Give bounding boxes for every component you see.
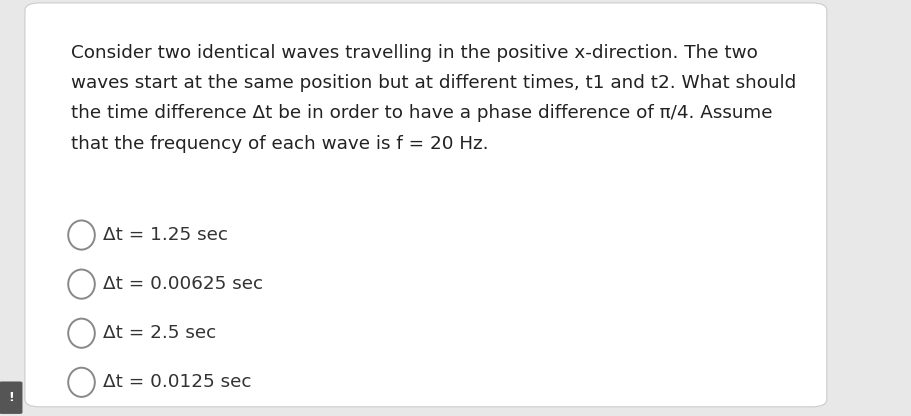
Text: Δt = 0.0125 sec: Δt = 0.0125 sec [103,373,251,391]
Text: Consider two identical waves travelling in the positive x-direction. The two: Consider two identical waves travelling … [71,44,758,62]
Text: Δt = 0.00625 sec: Δt = 0.00625 sec [103,275,263,293]
FancyBboxPatch shape [0,381,23,414]
Text: !: ! [8,391,14,404]
Text: the time difference Δt be in order to have a phase difference of π/4. Assume: the time difference Δt be in order to ha… [71,104,773,122]
Ellipse shape [68,319,95,348]
FancyBboxPatch shape [25,3,827,407]
Text: Δt = 2.5 sec: Δt = 2.5 sec [103,324,217,342]
Ellipse shape [68,270,95,299]
Ellipse shape [68,220,95,250]
Text: that the frequency of each wave is f = 20 Hz.: that the frequency of each wave is f = 2… [71,135,488,153]
Text: waves start at the same position but at different times, t1 and t2. What should: waves start at the same position but at … [71,74,796,92]
Ellipse shape [68,368,95,397]
Text: Δt = 1.25 sec: Δt = 1.25 sec [103,226,228,244]
